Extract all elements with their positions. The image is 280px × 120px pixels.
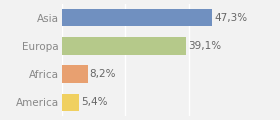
Text: 39,1%: 39,1%	[188, 41, 221, 51]
Text: 8,2%: 8,2%	[90, 69, 116, 79]
Bar	[62, 94, 79, 111]
Text: 5,4%: 5,4%	[81, 97, 107, 108]
Bar	[62, 37, 186, 55]
Bar	[62, 65, 88, 83]
Bar	[62, 9, 212, 26]
Text: 47,3%: 47,3%	[214, 12, 247, 23]
